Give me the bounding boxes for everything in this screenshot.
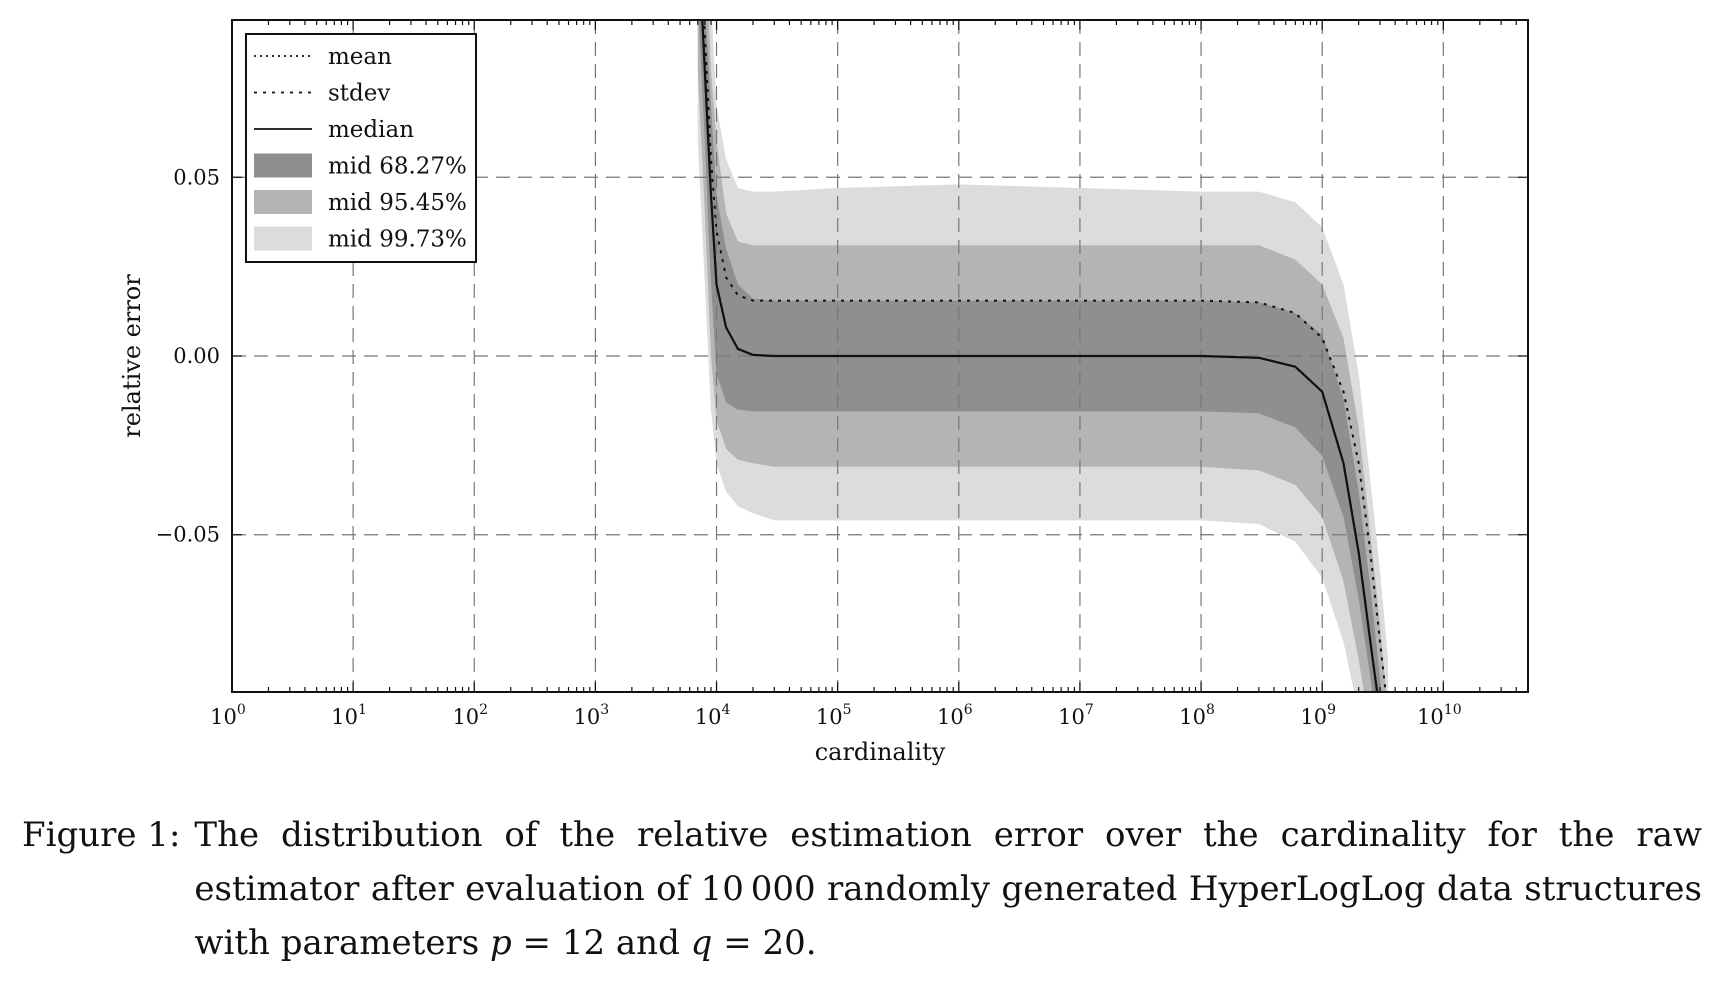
x-tick-label: 101 [331, 702, 367, 729]
x-tick-label: 105 [816, 702, 852, 729]
x-tick-label: 102 [452, 702, 488, 729]
y-tick-label: 0.00 [173, 344, 220, 368]
x-tick-label: 1010 [1417, 702, 1462, 729]
legend-label-mid-95-45: mid 95.45% [328, 190, 467, 216]
line-median [701, 20, 1379, 692]
x-tick-label: 107 [1058, 702, 1094, 729]
y-tick-label: 0.05 [173, 165, 220, 189]
figure-caption: Figure 1: The distribution of the relati… [22, 808, 1702, 970]
series-lines [701, 20, 1387, 692]
tick-labels: 100 101 102 103 104 105 106 107 108 109 1010 0.05 0.… [156, 165, 1462, 729]
legend-swatch-mid-99-73 [254, 226, 312, 251]
legend-label-mean: mean [328, 44, 392, 70]
legend: mean stdev median mid 68.27% mid 95.45% mid 9… [245, 33, 477, 263]
legend-label-stdev: stdev [328, 81, 390, 107]
legend-swatch-mid-68-27 [254, 153, 312, 178]
x-tick-label: 100 [210, 702, 246, 729]
axis-ticks [231, 20, 1529, 692]
x-tick-label: 106 [937, 702, 973, 729]
legend-label-mid-68-27: mid 68.27% [328, 154, 467, 180]
y-axis-label: relative error [118, 274, 146, 438]
y-tick-label: −0.05 [156, 523, 220, 547]
legend-label-median: median [328, 117, 414, 143]
x-axis-label: cardinality [815, 738, 946, 766]
legend-label-mid-99-73: mid 99.73% [328, 227, 467, 253]
legend-swatch-mid-95-45 [254, 190, 312, 214]
var-p: p [489, 923, 512, 963]
legend-box [245, 33, 477, 263]
x-tick-label: 103 [574, 702, 610, 729]
var-q: q [690, 923, 713, 963]
chart: 100 101 102 103 104 105 106 107 108 109 1010 0.05 0.… [118, 19, 1529, 766]
x-tick-label: 109 [1300, 702, 1336, 729]
x-tick-label: 104 [695, 702, 731, 729]
x-tick-label: 108 [1179, 702, 1215, 729]
caption-label: Figure 1: [22, 815, 181, 855]
caption-text: The distribution of the relative estimat… [194, 815, 1702, 963]
